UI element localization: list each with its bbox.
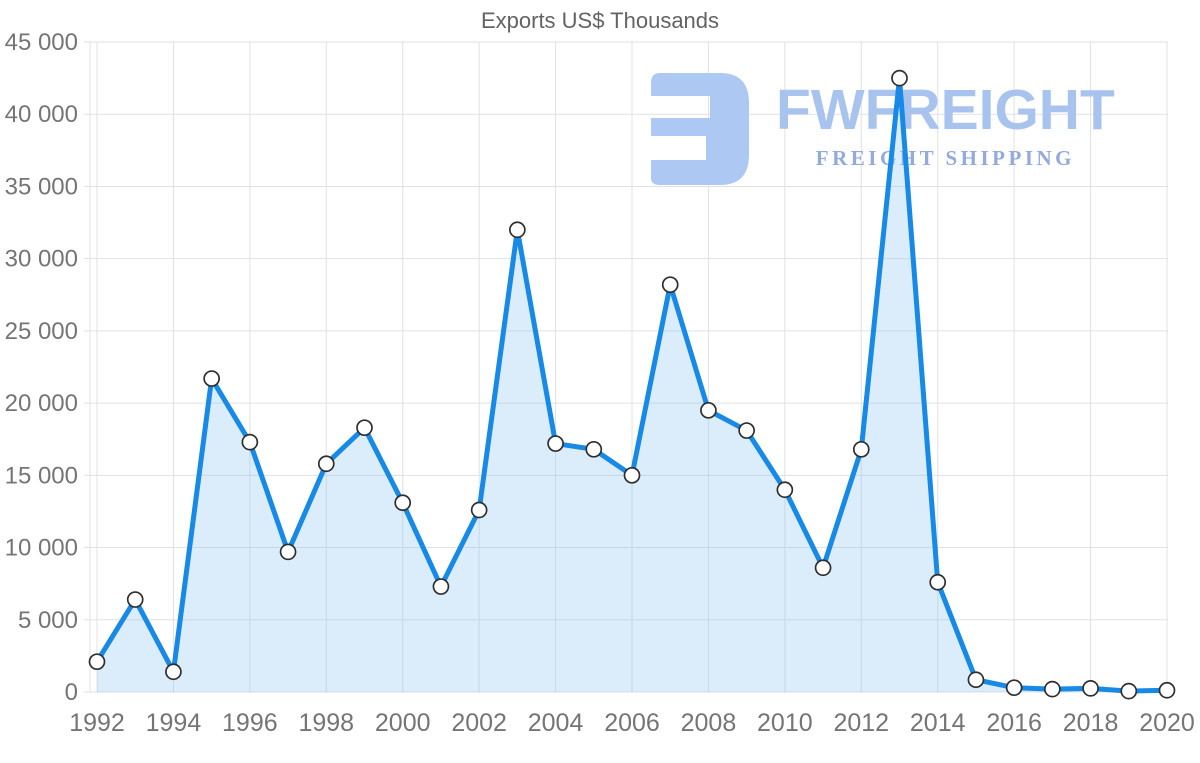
y-axis-tick-label: 35 000	[5, 173, 78, 200]
data-point-marker[interactable]	[509, 221, 526, 239]
data-point-marker[interactable]	[470, 501, 488, 519]
data-point-marker[interactable]	[700, 401, 717, 419]
data-point-marker[interactable]	[967, 671, 985, 689]
data-point-marker[interactable]	[432, 578, 450, 595]
x-axis-tick-label: 2010	[757, 709, 813, 737]
x-axis-tick-label: 2000	[375, 709, 431, 737]
data-point-marker[interactable]	[1082, 680, 1099, 697]
y-axis-tick-label: 0	[65, 679, 78, 706]
data-point-marker[interactable]	[203, 370, 220, 387]
data-point-marker[interactable]	[547, 435, 564, 452]
y-axis-tick-label: 5 000	[18, 607, 78, 634]
x-axis-tick-label: 2002	[451, 709, 507, 737]
data-point-marker[interactable]	[317, 455, 335, 473]
x-axis-tick-label: 2008	[681, 709, 737, 737]
data-point-marker[interactable]	[661, 276, 679, 294]
data-point-marker[interactable]	[88, 653, 106, 671]
x-axis-tick-label: 2004	[528, 709, 584, 737]
x-axis-tick-label: 2016	[986, 709, 1042, 737]
data-point-marker[interactable]	[623, 466, 641, 484]
x-axis-tick-label: 2012	[833, 709, 889, 737]
x-axis-tick-label: 2006	[604, 709, 660, 737]
x-axis-tick-label: 1992	[69, 709, 125, 737]
area-fill	[97, 78, 1167, 693]
data-point-marker[interactable]	[1120, 682, 1138, 700]
data-point-marker[interactable]	[356, 419, 373, 437]
data-point-marker[interactable]	[1044, 680, 1061, 698]
data-point-marker[interactable]	[776, 481, 794, 499]
data-point-marker[interactable]	[165, 663, 182, 681]
data-point-marker[interactable]	[1158, 681, 1176, 699]
data-point-marker[interactable]	[279, 543, 297, 561]
data-point-marker[interactable]	[126, 591, 144, 608]
y-axis-tick-label: 30 000	[5, 246, 78, 273]
data-point-marker[interactable]	[241, 433, 259, 451]
x-axis-tick-label: 2014	[910, 709, 966, 737]
x-axis-tick-label: 2020	[1139, 709, 1195, 737]
data-point-marker[interactable]	[929, 573, 947, 591]
x-axis-tick-label: 1998	[298, 709, 354, 737]
data-point-marker[interactable]	[1005, 679, 1023, 697]
y-axis-tick-label: 10 000	[5, 535, 78, 562]
data-point-marker[interactable]	[738, 422, 755, 439]
x-axis-tick-label: 1994	[146, 709, 202, 737]
x-axis-tick-label: 2018	[1063, 709, 1119, 737]
chart-title: Exports US$ Thousands	[480, 8, 720, 33]
x-axis-tick-label: 1996	[222, 709, 278, 737]
data-point-marker[interactable]	[394, 494, 412, 512]
data-point-marker[interactable]	[585, 440, 603, 458]
y-axis-tick-label: 45 000	[5, 29, 78, 56]
data-point-marker[interactable]	[814, 559, 832, 577]
y-axis-tick-label: 25 000	[5, 318, 78, 345]
y-axis-tick-label: 20 000	[5, 390, 78, 417]
data-point-marker[interactable]	[852, 440, 870, 458]
y-axis-tick-label: 40 000	[5, 101, 78, 128]
data-point-marker[interactable]	[891, 69, 908, 87]
y-axis-tick-label: 15 000	[5, 462, 78, 489]
